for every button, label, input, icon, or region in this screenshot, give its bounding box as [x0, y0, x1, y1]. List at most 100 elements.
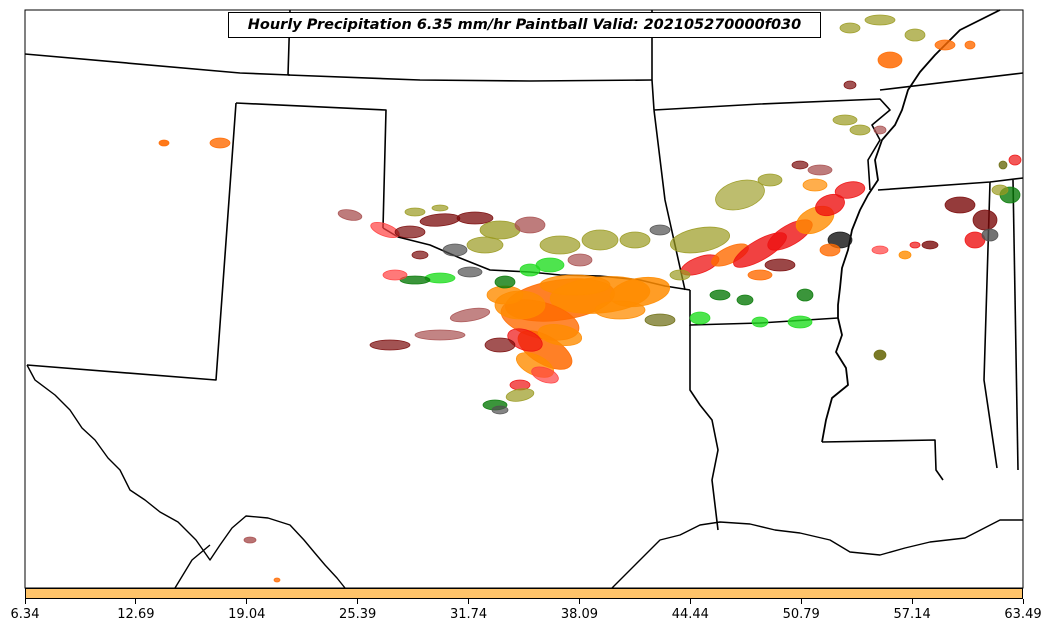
precip-cell	[877, 51, 903, 69]
precip-cell	[479, 220, 521, 240]
precip-cell	[964, 40, 976, 50]
precip-cell	[934, 39, 956, 51]
colorbar-tick	[135, 599, 137, 604]
precip-cell	[873, 349, 887, 361]
precip-cell	[539, 235, 581, 255]
precip-cell	[414, 329, 466, 341]
colorbar-tick	[578, 599, 580, 604]
border-missouri-south	[653, 98, 891, 191]
precip-cell	[456, 211, 494, 225]
border-colorado-north	[24, 53, 291, 76]
precip-cell	[394, 225, 426, 239]
precip-cell	[507, 328, 543, 352]
precip-cell	[519, 263, 541, 277]
border-mississippi-alabama	[983, 181, 998, 469]
texas-gulf-coast	[611, 519, 1023, 589]
precip-cell	[736, 294, 754, 306]
precip-cell	[369, 339, 411, 351]
precip-cell	[972, 209, 998, 231]
precip-cell	[747, 269, 773, 281]
precip-cell	[764, 258, 796, 272]
mississippi-river	[821, 9, 1001, 443]
precip-cell	[787, 315, 813, 329]
precip-cell	[669, 226, 731, 254]
precip-cell	[791, 160, 809, 170]
precip-cell	[539, 274, 611, 296]
precip-cell	[819, 243, 841, 257]
precip-cell	[864, 14, 896, 26]
precip-cell	[442, 243, 468, 257]
colorbar-tick	[911, 599, 913, 604]
precip-cell	[567, 253, 593, 267]
colorbar	[25, 588, 1023, 599]
colorbar-tick-label: 31.74	[449, 607, 488, 622]
border-oklahoma-east	[653, 109, 686, 291]
colorbar-tick-label: 25.39	[339, 607, 377, 622]
precip-cell	[921, 240, 939, 250]
precip-cell	[815, 193, 845, 217]
colorbar-tick	[689, 599, 691, 604]
precip-cell	[802, 178, 828, 192]
precip-cell	[834, 181, 866, 199]
precip-cell	[531, 366, 559, 384]
colorbar-tick-label: 63.49	[1004, 607, 1042, 622]
precip-cell	[843, 80, 857, 90]
precip-cell	[484, 337, 516, 353]
precip-cell	[832, 114, 858, 126]
border-illinois-kentucky	[879, 72, 1024, 91]
precip-cell	[991, 184, 1009, 196]
colorbar-tick-label: 12.69	[117, 607, 155, 622]
precip-cell	[909, 241, 921, 249]
precip-cell	[839, 22, 861, 34]
precip-cell	[981, 228, 999, 242]
border-alabama-georgia	[1012, 179, 1019, 471]
precip-cell	[796, 288, 814, 302]
colorbar-tick	[800, 599, 802, 604]
precip-cell	[715, 179, 765, 211]
precip-cell	[404, 207, 426, 217]
precip-cell	[449, 307, 491, 323]
colorbar-tick-label: 38.09	[560, 607, 599, 622]
precip-cell	[751, 316, 769, 328]
precip-cell	[337, 209, 363, 221]
colorbar-tick	[246, 599, 248, 604]
map-title: Hourly Precipitation 6.35 mm/hr Paintbal…	[228, 12, 821, 38]
precip-cell	[399, 275, 431, 285]
texas-southern-edge	[174, 544, 211, 589]
precip-cell	[849, 124, 871, 136]
precip-cell	[898, 250, 912, 260]
precip-cell	[709, 289, 731, 301]
precip-cell	[871, 245, 889, 255]
precip-cell	[581, 229, 619, 251]
precip-cell	[757, 173, 783, 187]
precip-cell	[494, 275, 516, 289]
colorbar-tick-label: 57.14	[893, 607, 931, 622]
precip-cell	[998, 160, 1008, 170]
colorbar-tick-label: 19.04	[228, 607, 266, 622]
precip-cell	[689, 311, 711, 325]
border-new-mexico-west	[26, 102, 237, 381]
colorbar-tick	[468, 599, 470, 604]
precip-cell	[491, 405, 509, 415]
precip-cell	[873, 125, 887, 135]
precip-cell	[209, 137, 231, 149]
border-new-mexico	[235, 102, 387, 229]
border-kansas-nebraska	[287, 74, 653, 82]
precip-cell	[382, 269, 408, 281]
precip-cell	[505, 388, 535, 402]
precip-cell	[158, 139, 170, 147]
precip-cell	[431, 204, 449, 212]
precip-cell	[514, 216, 546, 234]
texas-rio-grande	[26, 364, 346, 589]
precip-cell	[457, 266, 483, 278]
colorbar-tick-label: 44.44	[671, 607, 709, 622]
precip-cell	[619, 231, 651, 249]
colorbar-tick	[357, 599, 359, 604]
precip-cell	[649, 224, 671, 236]
precip-cell	[904, 28, 926, 42]
precip-cell	[411, 250, 429, 260]
precip-cell	[537, 324, 583, 346]
colorbar-tick	[24, 599, 26, 604]
precip-cell	[466, 236, 504, 254]
colorbar-tick-label: 6.34	[10, 607, 40, 622]
